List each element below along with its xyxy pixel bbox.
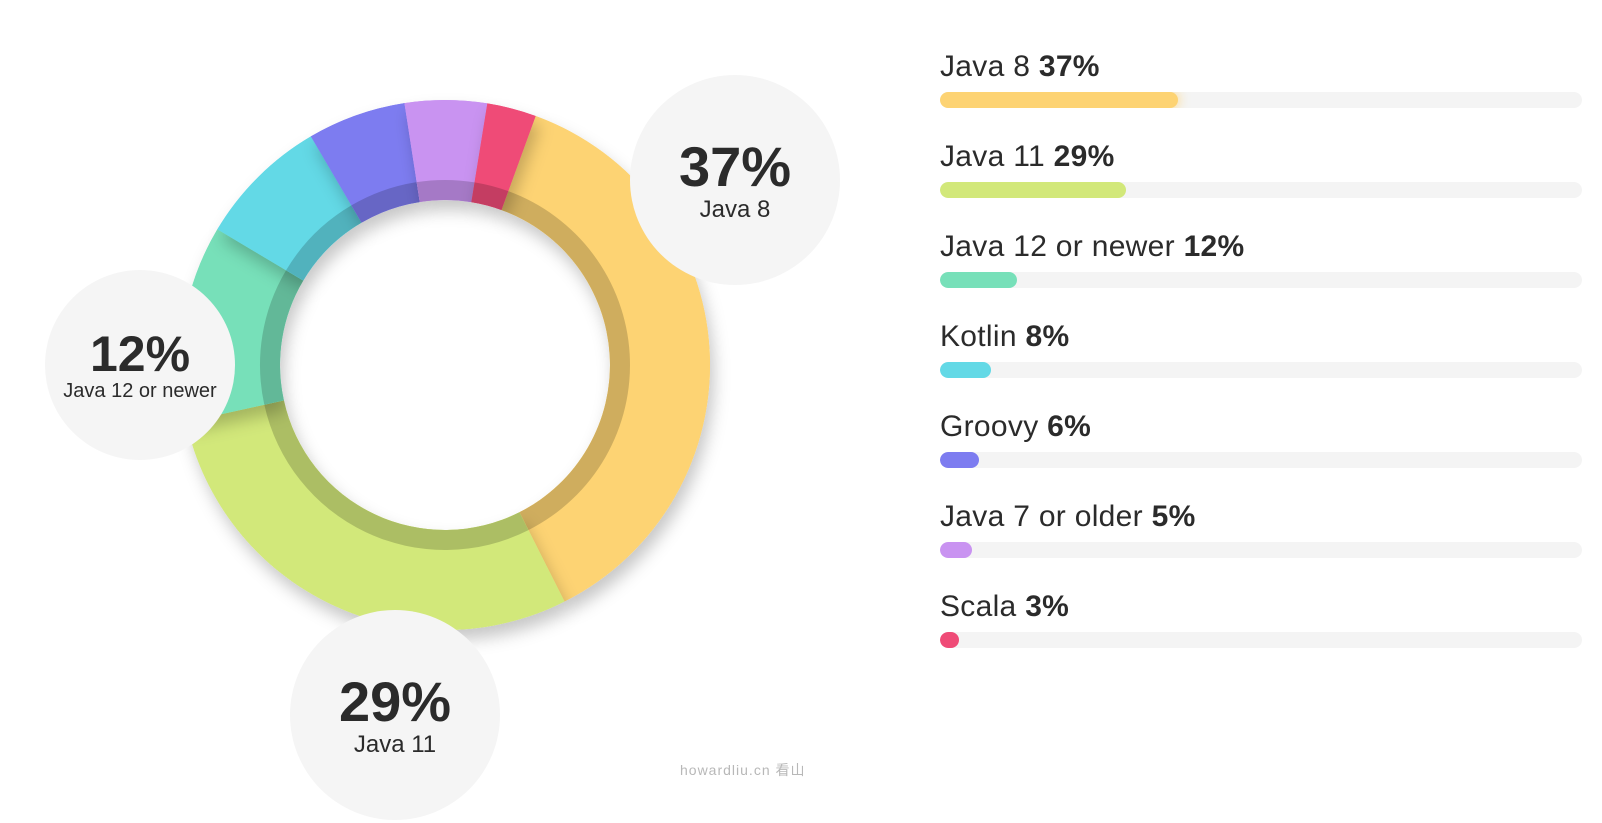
legend-bar-fill [940,362,991,378]
legend-item: Java 11 29% [940,140,1582,198]
legend-bar-track [940,92,1582,108]
legend-bar-track [940,452,1582,468]
legend-label: Kotlin 8% [940,320,1582,354]
callout-bubble: 29%Java 11 [290,610,500,820]
legend-pct: 12% [1184,230,1245,263]
donut-panel: 37%Java 8 12%Java 12 or newer 29%Java 11 h… [20,20,900,803]
legend-bar-fill [940,452,979,468]
legend-name: Groovy [940,410,1047,443]
callout-pct: 37% [679,138,791,197]
legend-name: Kotlin [940,320,1025,353]
legend-bar-track [940,272,1582,288]
legend-pct: 3% [1025,590,1069,623]
legend-bar-fill [940,272,1017,288]
legend-item: Scala 3% [940,590,1582,648]
legend-item: Kotlin 8% [940,320,1582,378]
donut-segment [186,400,564,630]
legend-bar-track [940,362,1582,378]
legend-bar-fill [940,632,959,648]
legend-item: Java 12 or newer 12% [940,230,1582,288]
callout-label: Java 11 [354,732,436,757]
legend-name: Java 8 [940,50,1039,83]
legend-name: Java 11 [940,140,1054,173]
callout-bubble: 37%Java 8 [630,75,840,285]
legend-bar-track [940,542,1582,558]
legend-label: Java 11 29% [940,140,1582,174]
legend-item: Java 8 37% [940,50,1582,108]
legend-name: Java 12 or newer [940,230,1184,263]
legend-bar-fill [940,542,972,558]
legend-pct: 5% [1152,500,1196,533]
legend-label: Scala 3% [940,590,1582,624]
legend-name: Java 7 or older [940,500,1152,533]
legend-bar-track [940,632,1582,648]
legend-label: Java 12 or newer 12% [940,230,1582,264]
legend-bar-track [940,182,1582,198]
legend-item: Java 7 or older 5% [940,500,1582,558]
legend-item: Groovy 6% [940,410,1582,468]
legend-pct: 37% [1039,50,1100,83]
callout-pct: 12% [90,328,190,381]
legend-panel: Java 8 37% Java 11 29% Java 12 or newer 12… [900,20,1582,680]
watermark-text: howardliu.cn 看山 [680,760,806,780]
legend-name: Scala [940,590,1025,623]
legend-pct: 8% [1025,320,1069,353]
callout-bubble: 12%Java 12 or newer [45,270,235,460]
legend-bar-fill [940,92,1178,108]
chart-container: 37%Java 812%Java 12 or newer29%Java 11 h… [20,20,1582,803]
legend-label: Java 8 37% [940,50,1582,84]
legend-bar-fill [940,182,1126,198]
callout-label: Java 8 [700,197,771,222]
callout-label: Java 12 or newer [63,381,216,402]
legend-label: Groovy 6% [940,410,1582,444]
legend-label: Java 7 or older 5% [940,500,1582,534]
legend-pct: 6% [1047,410,1091,443]
callout-pct: 29% [339,673,451,732]
legend-pct: 29% [1054,140,1115,173]
